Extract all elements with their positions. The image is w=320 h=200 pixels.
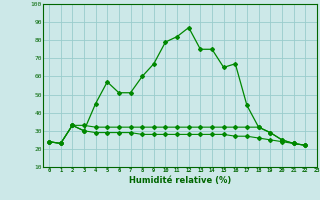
X-axis label: Humidité relative (%): Humidité relative (%) — [129, 176, 231, 185]
